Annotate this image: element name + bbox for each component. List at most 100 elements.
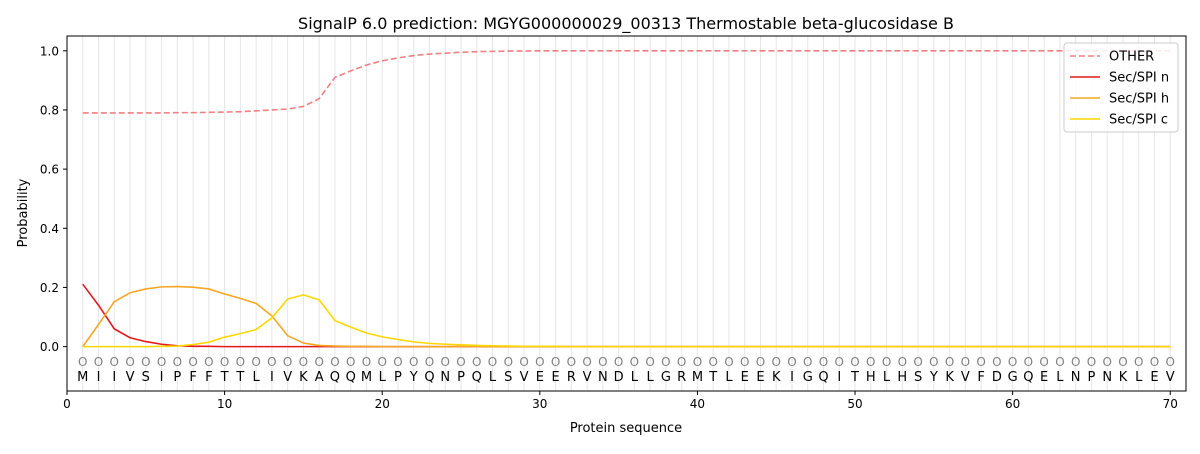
residue-letter: Q — [1023, 370, 1033, 385]
residue-letter: V — [126, 370, 135, 385]
region-marker: O — [110, 355, 119, 369]
residue-letter: M — [77, 370, 88, 385]
region-marker: O — [157, 355, 166, 369]
region-marker: O — [78, 355, 87, 369]
residue-letter: L — [379, 370, 387, 385]
residue-letter: M — [692, 370, 703, 385]
region-marker: O — [992, 355, 1001, 369]
region-marker: O — [283, 355, 292, 369]
residue-letter: P — [173, 370, 181, 385]
region-marker: O — [866, 355, 875, 369]
residue-letter: H — [897, 370, 907, 385]
plot-frame — [66, 35, 1187, 392]
region-marker: O — [125, 355, 134, 369]
residue-letter: Y — [929, 370, 938, 385]
x-tick-label: 50 — [847, 397, 862, 411]
region-marker: O — [330, 355, 339, 369]
region-marker: O — [677, 355, 686, 369]
region-marker: O — [1008, 355, 1017, 369]
residue-letter: F — [205, 370, 212, 385]
region-marker: O — [1087, 355, 1096, 369]
region-marker: O — [945, 355, 954, 369]
region-marker: O — [740, 355, 749, 369]
y-tick-label: 0.4 — [40, 222, 59, 236]
x-axis-ticks: 0 10 20 30 40 50 60 70 — [63, 391, 1178, 411]
region-marker: O — [961, 355, 970, 369]
region-marker: O — [567, 355, 576, 369]
legend-label: OTHER — [1109, 50, 1154, 65]
region-marker: O — [188, 355, 197, 369]
region-marker: O — [456, 355, 465, 369]
region-marker: O — [346, 355, 355, 369]
residue-letter: I — [160, 370, 164, 385]
region-marker: O — [377, 355, 386, 369]
residue-letter: V — [583, 370, 592, 385]
residue-letter: L — [631, 370, 639, 385]
region-marker: O — [551, 355, 560, 369]
residue-letter: P — [394, 370, 402, 385]
region-marker: O — [504, 355, 513, 369]
residue-letter: S — [142, 370, 150, 385]
series-line-sec-spi-h — [82, 285, 1171, 348]
region-marker: O — [1134, 355, 1143, 369]
residue-letter: L — [253, 370, 261, 385]
residue-letter: R — [567, 370, 576, 385]
residue-letter: K — [1119, 370, 1128, 385]
region-marker: O — [708, 355, 717, 369]
residue-letter: Q — [818, 370, 828, 385]
region-marker: O — [1166, 355, 1175, 369]
region-marker: O — [614, 355, 623, 369]
residue-letter: G — [661, 370, 671, 385]
region-marker: O — [787, 355, 796, 369]
region-marker: O — [835, 355, 844, 369]
residue-letter: E — [1150, 370, 1158, 385]
y-tick-label: 0.0 — [40, 340, 59, 354]
residue-letter: G — [803, 370, 813, 385]
residue-letter: V — [283, 370, 292, 385]
x-tick-label: 30 — [532, 397, 547, 411]
region-marker: O — [425, 355, 434, 369]
residue-letter: L — [1056, 370, 1064, 385]
y-axis-label: Probability — [16, 178, 31, 247]
grid-lines — [82, 36, 1171, 391]
legend-label: Sec/SPI n — [1109, 71, 1169, 86]
series-line-sec-spi-c — [82, 294, 1171, 348]
region-marker: O — [582, 355, 591, 369]
region-marker: O — [803, 355, 812, 369]
region-marker: O — [645, 355, 654, 369]
residue-letter: S — [914, 370, 922, 385]
residue-letter: V — [961, 370, 970, 385]
region-marker: O — [535, 355, 544, 369]
region-marker: O — [1102, 355, 1111, 369]
x-tick-label: 40 — [690, 397, 705, 411]
region-marker: O — [913, 355, 922, 369]
residue-letter: I — [837, 370, 841, 385]
region-marker: O — [299, 355, 308, 369]
legend: OTHER Sec/SPI n Sec/SPI h Sec/SPI c — [1063, 42, 1179, 133]
y-tick-label: 0.6 — [40, 163, 59, 177]
region-marker: O — [661, 355, 670, 369]
region-marker: O — [488, 355, 497, 369]
residue-letter: Q — [346, 370, 356, 385]
residue-letter: T — [850, 370, 859, 385]
residue-letter: Q — [424, 370, 434, 385]
legend-items: OTHER Sec/SPI n Sec/SPI h Sec/SPI c — [1070, 50, 1169, 128]
residue-letter: K — [772, 370, 781, 385]
region-marker: O — [441, 355, 450, 369]
legend-label: Sec/SPI h — [1109, 92, 1169, 107]
residue-letter: D — [992, 370, 1002, 385]
region-marker: O — [472, 355, 481, 369]
region-marker: O — [1118, 355, 1127, 369]
region-marker: O — [1150, 355, 1159, 369]
residue-letter: L — [725, 370, 733, 385]
residue-letter: L — [647, 370, 655, 385]
legend-frame — [1063, 42, 1179, 133]
region-marker: O — [724, 355, 733, 369]
residue-letter: E — [1040, 370, 1048, 385]
residue-letter: T — [235, 370, 244, 385]
region-marker: O — [251, 355, 260, 369]
region-marker: O — [314, 355, 323, 369]
